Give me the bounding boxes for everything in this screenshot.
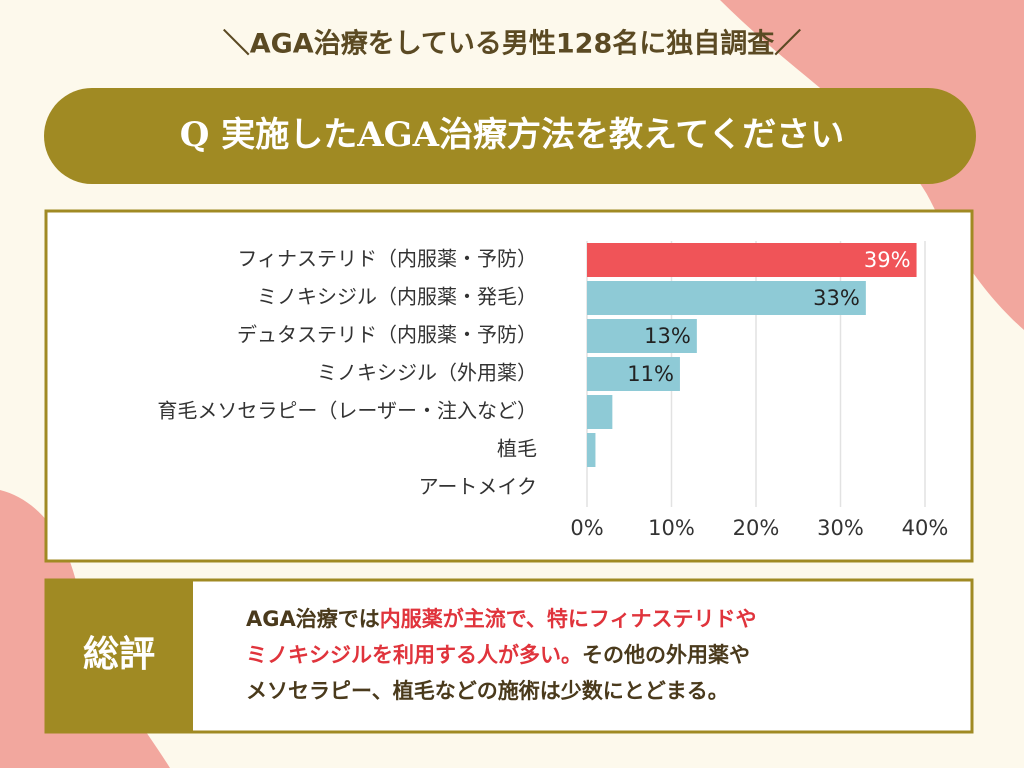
- summary-segment: ミノキシジルを利用する人が多い。: [246, 643, 582, 667]
- value-label: 33%: [813, 286, 860, 310]
- y-tick-label: デュタステリド（内服薬・予防）: [237, 323, 537, 347]
- summary-segment: メソセラピー、植毛などの施術は少数にとどまる。: [246, 679, 729, 703]
- y-tick-label: アートメイク: [419, 475, 537, 499]
- bar: [587, 281, 866, 315]
- summary-label-box: [46, 580, 193, 732]
- summary-text: AGA治療では内服薬が主流で、特にフィナステリドやミノキシジルを利用する人が多い…: [246, 607, 757, 703]
- summary-label: 総評: [83, 634, 155, 675]
- bar: [587, 395, 613, 429]
- question: Q 実施したAGA治療方法を教えてください: [180, 115, 845, 155]
- y-tick-label: ミノキシジル（内服薬・発毛）: [257, 285, 537, 309]
- y-tick-label: フィナステリド（内服薬・予防）: [237, 247, 537, 271]
- value-label: 13%: [644, 324, 691, 348]
- summary-line: AGA治療では内服薬が主流で、特にフィナステリドや: [246, 607, 757, 631]
- y-tick-label: ミノキシジル（外用薬）: [317, 361, 537, 385]
- chart: 0% 10% 20% 30% 40% フィナステリド（内服薬・予防） 39% ミノキシジル（内…: [157, 241, 948, 540]
- x-tick-label: 40%: [902, 516, 949, 540]
- summary-box: [44, 578, 974, 734]
- y-tick-label: 植毛: [497, 437, 537, 461]
- bar: [587, 319, 697, 353]
- value-label: 11%: [627, 362, 674, 386]
- x-tick-label: 10%: [648, 516, 695, 540]
- bar: [587, 357, 680, 391]
- x-tick-label: 30%: [817, 516, 864, 540]
- decor-blob: [720, 0, 1024, 330]
- summary-segment: その他の外用薬や: [582, 643, 750, 667]
- value-label: 39%: [864, 248, 911, 272]
- summary-segment: 内服薬が主流で、特にフィナステリドや: [380, 607, 757, 631]
- bar: [587, 433, 596, 467]
- x-tick-label: 20%: [733, 516, 780, 540]
- summary-line: ミノキシジルを利用する人が多い。その他の外用薬や: [246, 643, 750, 667]
- y-tick-label: 育毛メソセラピー（レーザー・注入など）: [157, 399, 537, 423]
- summary-line: メソセラピー、植毛などの施術は少数にとどまる。: [246, 679, 729, 703]
- question-pill: [44, 88, 976, 184]
- x-tick-label: 0%: [570, 516, 603, 540]
- summary-segment: AGA治療では: [246, 607, 380, 631]
- header: ＼AGA治療をしている男性128名に独自調査／: [223, 28, 802, 60]
- bar: [587, 243, 917, 277]
